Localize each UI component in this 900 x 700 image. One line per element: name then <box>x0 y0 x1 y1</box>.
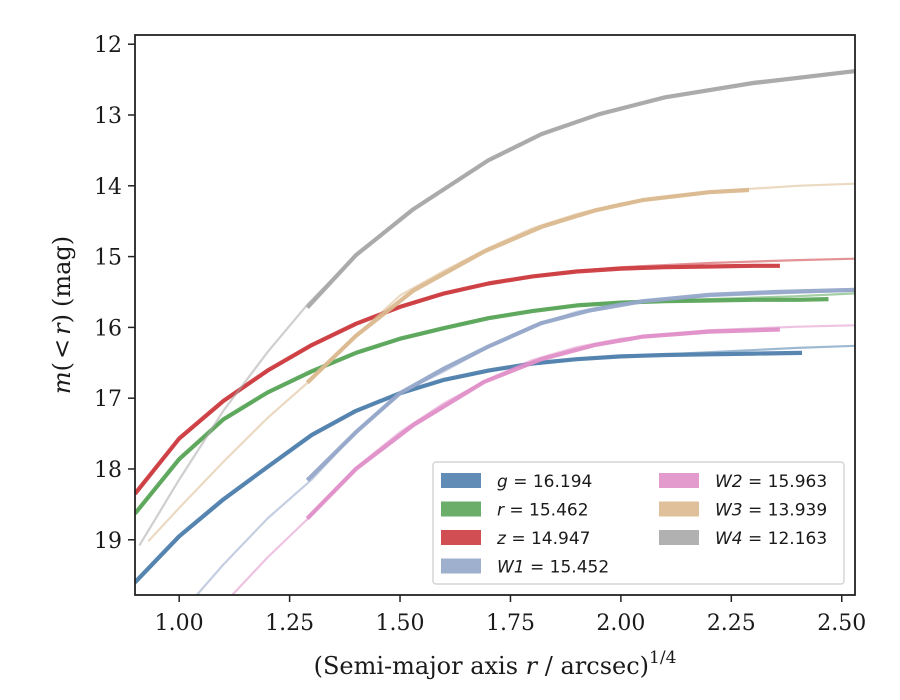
legend-band-name: z <box>496 529 507 549</box>
series-w2-data-band <box>305 327 780 520</box>
y-tick-label: 16 <box>94 316 122 341</box>
y-axis-title-r: r <box>48 322 76 335</box>
x-tick-label: 1.50 <box>376 611 425 636</box>
legend-label-z: z = 14.947 <box>496 529 590 549</box>
y-axis-title-close: ) <box>48 314 76 323</box>
legend-swatch-w4 <box>659 530 699 545</box>
legend-band-value: = 15.452 <box>525 558 610 578</box>
legend-swatch-g <box>441 473 481 488</box>
legend-label-w3: W3 = 13.939 <box>715 501 827 521</box>
x-axis-title: (Semi-major axis r / arcsec)1/4 <box>314 648 677 680</box>
x-tick-label: 1.00 <box>155 611 204 636</box>
legend-swatch-w2 <box>659 473 699 488</box>
x-axis-title-suffix: / arcsec) <box>537 652 649 680</box>
legend-label-w2: W2 = 15.963 <box>715 472 827 492</box>
legend-band-name: W4 <box>715 529 743 549</box>
legend-swatch-z <box>441 530 481 545</box>
legend-band-value: = 14.947 <box>506 529 591 549</box>
axes-layer: 1.00 1.25 1.50 1.75 2.00 2.25 2.50 12 13 14 15 16 17… <box>94 33 866 636</box>
series-g-data-band <box>135 350 803 584</box>
series-w4-data-band <box>305 69 855 310</box>
legend-label-w1: W1 = 15.452 <box>497 558 609 578</box>
x-axis-title-var: r <box>526 652 539 680</box>
plot-frame <box>134 34 856 596</box>
series-z-data-band <box>135 263 780 496</box>
series-w1-data-band <box>305 287 855 482</box>
y-axis-title-lt: < <box>48 339 76 359</box>
legend-box <box>432 461 845 585</box>
y-tick-label: 17 <box>94 387 122 412</box>
y-tick-label: 19 <box>94 529 122 554</box>
legend-swatch-w3 <box>659 501 699 517</box>
series-w3-data-band <box>305 187 750 385</box>
legend-band-name: g <box>497 472 508 492</box>
x-tick-label: 2.00 <box>596 611 645 636</box>
y-tick-label: 14 <box>94 175 122 200</box>
x-tick-label: 2.50 <box>817 611 866 636</box>
legend-band-value: = 13.939 <box>743 501 828 521</box>
series-r-data-band <box>135 297 829 515</box>
legend-band-value: = 16.194 <box>508 472 593 492</box>
legend-label-w4: W4 = 12.163 <box>715 529 827 549</box>
legend-band-value: = 15.462 <box>504 501 589 521</box>
legend-band-name: W1 <box>497 558 525 578</box>
legend-band-name: W2 <box>715 472 743 492</box>
legend-band-value: = 15.963 <box>743 472 828 492</box>
y-axis-title: m( < r) (mag) <box>48 236 76 394</box>
x-axis-title-exponent: 1/4 <box>649 648 676 668</box>
legend-swatch-r <box>441 501 481 517</box>
x-tick-label: 1.25 <box>265 611 314 636</box>
y-axis-title-unit: (mag) <box>48 236 76 307</box>
y-tick-label: 18 <box>94 458 122 483</box>
legend-label-g: g = 16.194 <box>497 472 592 492</box>
legend-band-name: r <box>497 501 505 521</box>
y-axis-title-m: m <box>48 371 76 394</box>
legend-band-name: W3 <box>715 501 743 521</box>
series-layer <box>135 69 855 595</box>
y-tick-label: 13 <box>94 104 122 129</box>
y-axis-title-open: ( <box>48 362 76 371</box>
x-tick-label: 1.75 <box>486 611 535 636</box>
y-tick-label: 15 <box>94 246 122 271</box>
x-axis-title-prefix: (Semi-major axis <box>314 652 526 680</box>
y-tick-label: 12 <box>94 33 122 58</box>
legend-label-r: r = 15.462 <box>497 501 589 521</box>
legend-band-value: = 12.163 <box>743 529 828 549</box>
x-tick-label: 2.25 <box>707 611 756 636</box>
legend-swatch-w1 <box>441 558 481 574</box>
